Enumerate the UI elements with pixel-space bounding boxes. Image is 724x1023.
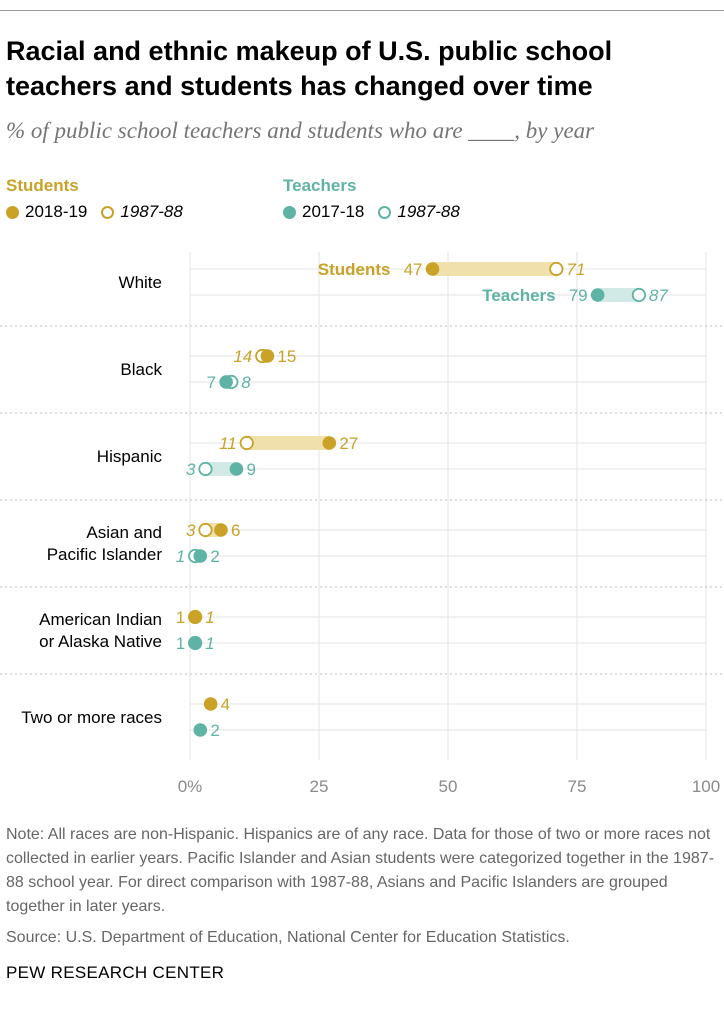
teachers-value-label: 1 (176, 634, 185, 653)
filled-dot-icon (283, 205, 296, 219)
x-tick-label: 50 (439, 777, 458, 796)
teachers-old-marker (631, 287, 647, 303)
students-value-label: 11 (219, 434, 237, 453)
legend-students-new: 2018-19 (6, 202, 87, 222)
legend-students-title: Students (6, 176, 79, 195)
teachers-old-marker (198, 461, 213, 477)
students-new-marker (322, 436, 337, 450)
teachers-new-marker (229, 462, 244, 476)
teachers-value-label: 7 (207, 373, 216, 392)
category-label: or Alaska Native (39, 632, 162, 651)
students-new-marker (260, 349, 275, 363)
students-old-marker (549, 261, 564, 277)
x-tick-label: 0% (178, 777, 203, 796)
teachers-value-label: 9 (246, 460, 255, 479)
teachers-new-marker (590, 288, 605, 302)
chart-title: Racial and ethnic makeup of U.S. public … (6, 36, 613, 101)
students-value-label: 6 (231, 521, 240, 540)
students-value-label: 71 (566, 260, 585, 279)
chart-note: Note: All races are non-Hispanic. Hispan… (6, 826, 714, 915)
students-value-label: 1 (176, 608, 185, 627)
legend-students-new-label: 2018-19 (25, 202, 88, 221)
chart-subtitle: % of public school teachers and students… (6, 118, 595, 143)
students-value-label: 47 (404, 260, 423, 279)
category-label: White (119, 273, 162, 292)
students-range-bar (432, 262, 557, 276)
legend-teachers-title: Teachers (283, 176, 357, 195)
x-tick-label: 25 (310, 777, 329, 796)
students-old-marker (239, 435, 254, 451)
category-label: Black (120, 360, 162, 379)
students-new-marker (188, 610, 202, 624)
teachers-value-label: 2 (210, 547, 219, 566)
students-old-marker (198, 522, 213, 538)
hollow-dot-icon (378, 205, 392, 219)
x-tick-label: 75 (568, 777, 587, 796)
teachers-range-bar (205, 462, 237, 476)
legend-students-old: 1987-88 (101, 202, 183, 222)
category-label: Two or more races (21, 708, 162, 727)
students-new-marker (425, 262, 440, 276)
students-inline-label: Students (318, 260, 391, 279)
teachers-value-label: 1 (205, 634, 214, 653)
top-rule (0, 10, 724, 11)
teachers-value-label: 79 (569, 286, 588, 305)
category-label: Hispanic (97, 447, 163, 466)
category-label: Pacific Islander (47, 545, 163, 564)
legend-teachers: Teachers 2017-18 1987-88 (283, 176, 474, 222)
legend-students: Students 2018-19 1987-88 (6, 176, 197, 222)
legend-students-old-label: 1987-88 (120, 202, 183, 221)
teachers-value-label: 1 (176, 547, 185, 566)
legend-teachers-new-label: 2017-18 (302, 202, 365, 221)
teachers-inline-label: Teachers (482, 286, 555, 305)
teachers-new-marker (188, 636, 202, 650)
teachers-new-marker (219, 375, 233, 389)
filled-dot-icon (6, 205, 19, 219)
students-value-label: 15 (277, 347, 296, 366)
teachers-value-label: 8 (241, 373, 251, 392)
hollow-dot-icon (101, 205, 115, 219)
chart-source: Source: U.S. Department of Education, Na… (6, 929, 570, 946)
x-tick-label: 100 (692, 777, 720, 796)
teachers-value-label: 2 (210, 721, 219, 740)
category-label: Asian and (86, 523, 162, 542)
students-value-label: 3 (186, 521, 196, 540)
students-value-label: 14 (233, 347, 252, 366)
teachers-value-label: 87 (649, 286, 668, 305)
category-label: American Indian (39, 610, 162, 629)
legend-teachers-old-label: 1987-88 (397, 202, 460, 221)
students-value-label: 1 (205, 608, 214, 627)
students-range-bar (246, 436, 330, 450)
brand-logo-text: PEW RESEARCH CENTER (6, 963, 225, 982)
students-new-marker (203, 697, 218, 711)
teachers-new-marker (193, 723, 208, 737)
teachers-new-marker (193, 549, 208, 563)
teachers-value-label: 3 (186, 460, 196, 479)
teachers-range-bar (597, 288, 639, 302)
legend-teachers-old: 1987-88 (378, 202, 460, 222)
students-value-label: 4 (221, 695, 230, 714)
legend-teachers-new: 2017-18 (283, 202, 364, 222)
students-new-marker (214, 523, 228, 537)
students-value-label: 27 (339, 434, 358, 453)
